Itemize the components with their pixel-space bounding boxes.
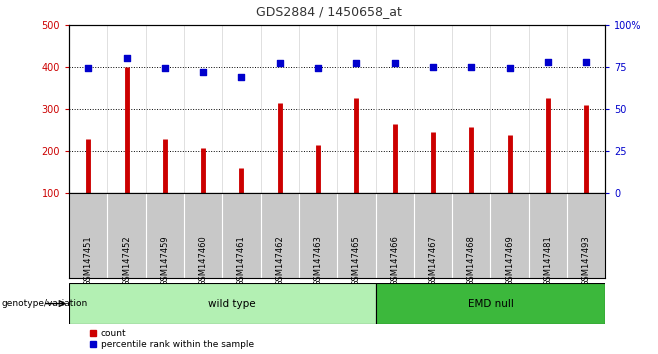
Bar — [376, 283, 605, 324]
Point — [390, 61, 400, 66]
Text: EMD null: EMD null — [467, 298, 513, 309]
Point — [428, 64, 438, 70]
Point — [504, 66, 515, 72]
Point — [274, 61, 285, 66]
Point — [83, 66, 93, 72]
Legend: count, percentile rank within the sample: count, percentile rank within the sample — [90, 329, 254, 349]
Point — [543, 59, 553, 65]
Text: genotype/variation: genotype/variation — [1, 299, 88, 308]
Point — [313, 66, 323, 72]
Point — [121, 56, 132, 61]
Text: wild type: wild type — [208, 298, 256, 309]
Bar — [69, 283, 376, 324]
Point — [466, 64, 476, 70]
Point — [236, 74, 247, 80]
Text: GDS2884 / 1450658_at: GDS2884 / 1450658_at — [256, 5, 402, 18]
Point — [160, 66, 170, 72]
Point — [581, 59, 592, 65]
Point — [198, 69, 209, 75]
Point — [351, 61, 362, 66]
